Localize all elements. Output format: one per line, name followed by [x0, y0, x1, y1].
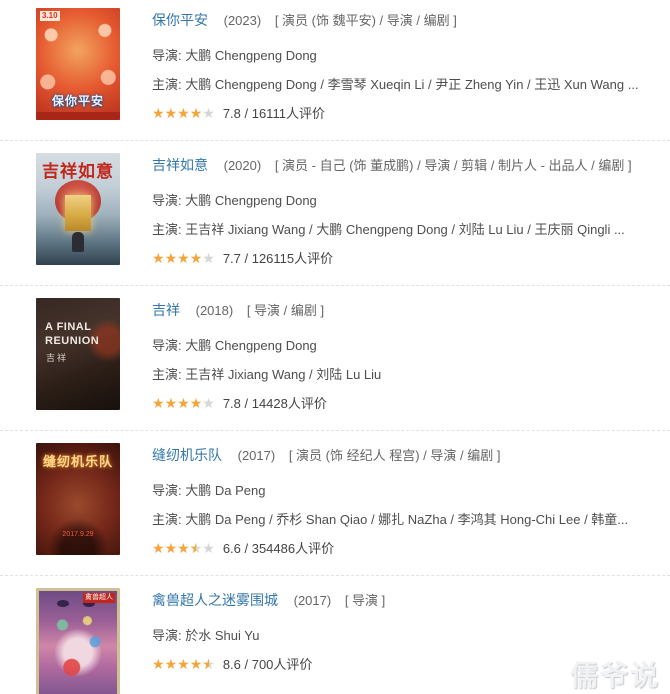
- star-rating-icons: ★ ★ ★ ★ ★: [152, 249, 215, 266]
- rating-line: ★ ★ ★ ★ ★ 7.8 / 14428人评价: [152, 393, 648, 412]
- director-label: 导演:: [152, 48, 182, 63]
- cast-names: 大鹏 Da Peng / 乔杉 Shan Qiao / 娜扎 NaZha / 李…: [185, 512, 629, 527]
- movie-poster[interactable]: 禽兽超人: [36, 588, 120, 694]
- movie-title-link[interactable]: 保你平安: [152, 12, 208, 28]
- rating-text: 8.6 / 700人评价: [222, 657, 313, 672]
- cartoon-eye-shape: [57, 600, 69, 607]
- cast-names: 王吉祥 Jixiang Wang / 刘陆 Lu Liu: [185, 367, 382, 382]
- cast-line: 主演: 王吉祥 Jixiang Wang / 刘陆 Lu Liu: [152, 364, 648, 383]
- cast-label: 主演:: [152, 77, 182, 92]
- movie-poster[interactable]: A FINAL REUNION 吉祥: [36, 298, 120, 410]
- rating-text: 6.6 / 354486人评价: [222, 541, 335, 556]
- movie-title-link[interactable]: 禽兽超人之迷雾围城: [152, 592, 278, 608]
- director-names: 大鹏 Chengpeng Dong: [185, 193, 317, 208]
- director-names: 大鹏 Chengpeng Dong: [185, 338, 317, 353]
- poster-title-text: 吉祥如意: [42, 162, 114, 181]
- movie-info: 禽兽超人之迷雾围城 (2017) [ 导演 ] 导演: 於水 Shui Yu ★…: [152, 588, 648, 673]
- rating-line: ★★★★★★ 6.6 / 354486人评价: [152, 538, 648, 557]
- title-line: 保你平安 (2023) [ 演员 (饰 魏平安) / 导演 / 编剧 ]: [152, 10, 648, 30]
- cast-line: 主演: 大鹏 Chengpeng Dong / 李雪琴 Xueqin Li / …: [152, 74, 648, 93]
- director-line: 导演: 大鹏 Chengpeng Dong: [152, 190, 648, 209]
- rating-text: 7.7 / 126115人评价: [222, 251, 334, 266]
- movie-roles: [ 演员 (饰 经纪人 程宫) / 导演 / 编剧 ]: [288, 448, 501, 463]
- movie-roles: [ 演员 - 自己 (饰 董成鹏) / 导演 / 剪辑 / 制片人 - 出品人 …: [274, 158, 632, 173]
- poster-title-text: 禽兽超人: [83, 593, 115, 604]
- title-line: 吉祥 (2018) [ 导演 / 编剧 ]: [152, 300, 648, 320]
- director-line: 导演: 大鹏 Chengpeng Dong: [152, 45, 648, 64]
- cast-label: 主演:: [152, 367, 182, 382]
- cast-line: 主演: 王吉祥 Jixiang Wang / 大鹏 Chengpeng Dong…: [152, 219, 648, 238]
- rating-line: ★ ★ ★ ★ ★ 7.7 / 126115人评价: [152, 248, 648, 267]
- movie-year: (2018): [195, 303, 234, 318]
- director-line: 导演: 大鹏 Da Peng: [152, 480, 648, 499]
- movie-info: 缝纫机乐队 (2017) [ 演员 (饰 经纪人 程宫) / 导演 / 编剧 ]…: [152, 443, 648, 557]
- poster-title-text: 保你平安: [51, 94, 104, 108]
- title-line: 禽兽超人之迷雾围城 (2017) [ 导演 ]: [152, 590, 648, 610]
- pavilion-shape: [65, 195, 91, 231]
- poster-release-date: 3.10: [40, 11, 60, 21]
- director-label: 导演:: [152, 628, 182, 643]
- director-names: 於水 Shui Yu: [185, 628, 260, 643]
- movie-entry: 禽兽超人 禽兽超人之迷雾围城 (2017) [ 导演 ] 导演: 於水 Shui…: [0, 576, 670, 694]
- movie-poster[interactable]: 缝纫机乐队 2017.9.29: [36, 443, 120, 555]
- movie-info: 吉祥如意 (2020) [ 演员 - 自己 (饰 董成鹏) / 导演 / 剪辑 …: [152, 153, 648, 267]
- movie-info: 吉祥 (2018) [ 导演 / 编剧 ] 导演: 大鹏 Chengpeng D…: [152, 298, 648, 412]
- movie-title-link[interactable]: 吉祥如意: [152, 157, 208, 173]
- movie-entry: 缝纫机乐队 2017.9.29 缝纫机乐队 (2017) [ 演员 (饰 经纪人…: [0, 431, 670, 576]
- movie-poster[interactable]: 吉祥如意: [36, 153, 120, 265]
- movie-roles: [ 演员 (饰 魏平安) / 导演 / 编剧 ]: [274, 13, 457, 28]
- poster-release-date: 2017.9.29: [62, 531, 94, 538]
- movie-entry: 吉祥如意 吉祥如意 (2020) [ 演员 - 自己 (饰 董成鹏) / 导演 …: [0, 141, 670, 286]
- star-rating-icons: ★ ★ ★ ★ ★: [152, 394, 215, 411]
- title-line: 缝纫机乐队 (2017) [ 演员 (饰 经纪人 程宫) / 导演 / 编剧 ]: [152, 445, 648, 465]
- cast-names: 王吉祥 Jixiang Wang / 大鹏 Chengpeng Dong / 刘…: [185, 222, 625, 237]
- movie-year: (2017): [237, 448, 276, 463]
- director-label: 导演:: [152, 338, 182, 353]
- director-line: 导演: 大鹏 Chengpeng Dong: [152, 335, 648, 354]
- star-rating-icons: ★★★★★★: [152, 655, 215, 672]
- cast-line: 主演: 大鹏 Da Peng / 乔杉 Shan Qiao / 娜扎 NaZha…: [152, 509, 648, 528]
- movie-year: (2017): [293, 593, 332, 608]
- movie-info: 保你平安 (2023) [ 演员 (饰 魏平安) / 导演 / 编剧 ] 导演:…: [152, 8, 648, 122]
- movie-entry: 3.10 保你平安 保你平安 (2023) [ 演员 (饰 魏平安) / 导演 …: [0, 0, 670, 141]
- cast-label: 主演:: [152, 222, 182, 237]
- cast-names: 大鹏 Chengpeng Dong / 李雪琴 Xueqin Li / 尹正 Z…: [185, 77, 639, 92]
- movie-title-link[interactable]: 吉祥: [152, 302, 180, 318]
- movie-title-link[interactable]: 缝纫机乐队: [152, 447, 222, 463]
- star-rating-icons: ★★★★★★: [152, 539, 215, 556]
- poster-english-title-text: A FINAL REUNION: [45, 321, 100, 347]
- director-label: 导演:: [152, 483, 182, 498]
- poster-title-text: 吉祥: [46, 353, 69, 363]
- director-names: 大鹏 Chengpeng Dong: [185, 48, 317, 63]
- movie-entry: A FINAL REUNION 吉祥 吉祥 (2018) [ 导演 / 编剧 ]…: [0, 286, 670, 431]
- poster-title-text: 缝纫机乐队: [42, 454, 113, 469]
- rating-line: ★★★★★★ 8.6 / 700人评价: [152, 654, 648, 673]
- title-line: 吉祥如意 (2020) [ 演员 - 自己 (饰 董成鹏) / 导演 / 剪辑 …: [152, 155, 648, 175]
- director-line: 导演: 於水 Shui Yu: [152, 625, 648, 644]
- movie-roles: [ 导演 ]: [344, 593, 386, 608]
- rating-line: ★ ★ ★ ★ ★ 7.8 / 16111人评价: [152, 103, 648, 122]
- director-label: 导演:: [152, 193, 182, 208]
- cast-label: 主演:: [152, 512, 182, 527]
- figure-silhouette: [72, 232, 84, 252]
- movie-poster[interactable]: 3.10 保你平安: [36, 8, 120, 120]
- movie-year: (2023): [223, 13, 262, 28]
- star-rating-icons: ★ ★ ★ ★ ★: [152, 104, 215, 121]
- rating-text: 7.8 / 16111人评价: [222, 106, 325, 121]
- movie-roles: [ 导演 / 编剧 ]: [246, 303, 325, 318]
- director-names: 大鹏 Da Peng: [185, 483, 266, 498]
- rating-text: 7.8 / 14428人评价: [222, 396, 327, 411]
- movie-year: (2020): [223, 158, 262, 173]
- cartoon-eye-shape: [83, 600, 95, 607]
